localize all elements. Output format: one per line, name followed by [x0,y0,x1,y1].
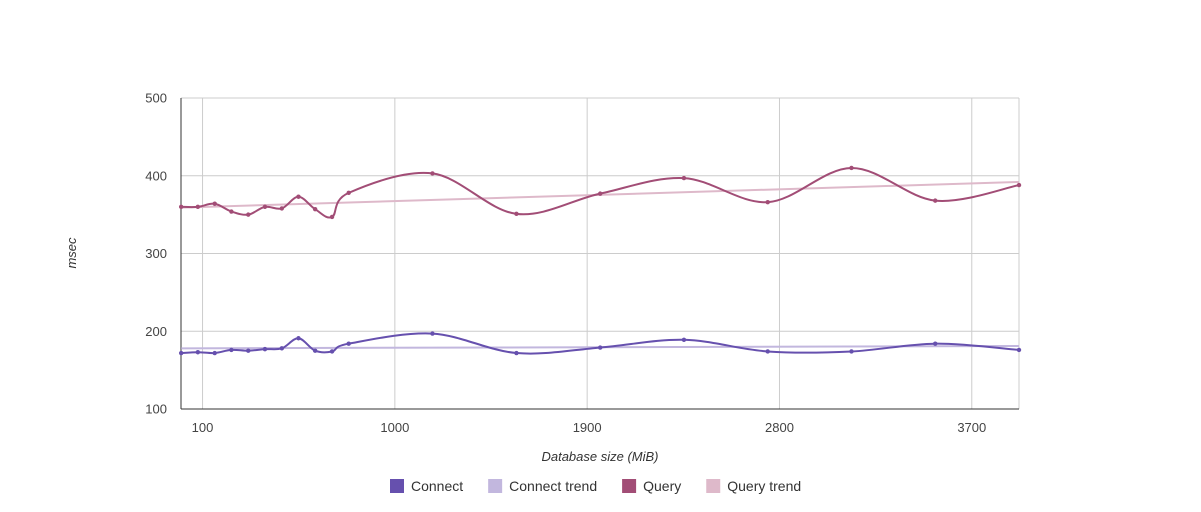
connect-data-point [346,341,351,346]
query-data-point [514,211,519,217]
connect-series-line [181,332,1020,355]
x-tick-label: 1900 [573,420,602,435]
connect-data-point [296,336,301,341]
connect-data-point [1016,347,1022,353]
query-data-point [597,191,603,196]
connect-data-point [329,349,335,354]
trend-lines [181,180,1020,350]
query-data-point [430,171,435,176]
legend-label-connect: Connect [411,478,463,494]
query-data-point [178,204,184,210]
y-tick-label: 400 [145,168,167,183]
connect-data-point [681,337,687,343]
axes [180,98,1019,410]
query-data-point [229,209,234,214]
connect-data-point [262,346,268,352]
connect-data-point [246,348,251,353]
legend-swatch-connect [390,479,404,493]
legend-label-query-trend: Query trend [727,478,801,494]
legend: Connect Connect trend Query Query trend [390,478,801,494]
connect-data-point [849,349,854,354]
x-tick-label: 3700 [957,420,986,435]
x-tick-label: 2800 [765,420,794,435]
y-tick-label: 200 [145,324,167,339]
legend-label-connect-trend: Connect trend [509,478,597,494]
connect-data-point [178,350,184,356]
legend-item-connect: Connect [390,478,463,494]
tick-labels: 100 200 300 400 500 100 1000 1900 2800 3700 [145,91,986,436]
y-tick-label: 500 [145,91,167,106]
legend-swatch-query-trend [706,479,721,493]
x-axis-title: Database size (MiB) [541,449,658,464]
query-data-point [246,212,251,217]
data-series [178,165,1022,356]
query-data-point [195,204,201,210]
connect-data-point [312,348,318,353]
query-data-point [765,199,770,205]
query-data-point [312,206,318,212]
query-data-point [212,201,217,206]
query-data-point [1016,182,1022,188]
query-data-point [933,198,938,203]
legend-item-query: Query [622,478,681,494]
y-tick-label: 300 [145,246,167,261]
query-series-line [181,166,1020,219]
connect-data-point [195,350,201,355]
legend-swatch-query [622,479,637,493]
connect-data-point [229,347,234,353]
query-data-point [329,214,335,220]
query-data-point [262,204,268,210]
connect-data-point [212,350,217,356]
legend-item-connect-trend: Connect trend [488,478,597,494]
query-data-point [849,165,854,171]
query-data-point [681,175,687,181]
x-tick-label: 100 [192,420,214,435]
gridlines [181,97,1020,409]
connect-data-point [514,350,519,356]
connect-data-point [279,346,285,351]
legend-label-query: Query [643,478,681,494]
y-tick-label: 100 [145,402,167,417]
connect-data-point [597,345,603,350]
connect-data-point [933,341,938,346]
connect-data-point [765,349,770,354]
connect-data-point [430,331,435,336]
x-tick-label: 1000 [380,420,409,435]
query-data-point [296,194,301,199]
query-data-point [279,206,285,211]
legend-item-query-trend: Query trend [706,478,801,494]
query-data-point [346,190,351,196]
legend-swatch-connect-trend [488,479,503,493]
y-axis-title: msec [64,237,79,269]
